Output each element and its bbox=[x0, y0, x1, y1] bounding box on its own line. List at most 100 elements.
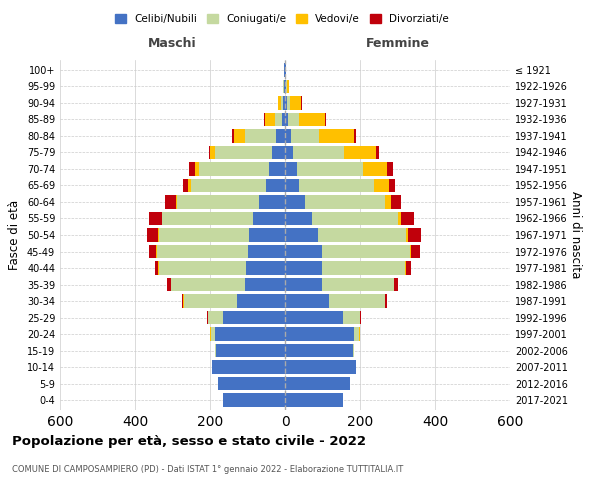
Bar bbox=[195, 162, 199, 175]
Bar bbox=[157, 245, 248, 258]
Bar bbox=[191, 179, 265, 192]
Bar bbox=[299, 179, 374, 192]
Y-axis label: Fasce di età: Fasce di età bbox=[8, 200, 21, 270]
Bar bbox=[275, 113, 282, 126]
Bar bbox=[285, 344, 353, 357]
Bar bbox=[237, 294, 285, 308]
Bar bbox=[259, 196, 285, 208]
Bar bbox=[211, 146, 215, 159]
Bar bbox=[343, 311, 360, 324]
Bar bbox=[387, 162, 392, 175]
Text: Femmine: Femmine bbox=[365, 37, 430, 50]
Bar bbox=[245, 278, 285, 291]
Bar bbox=[282, 113, 285, 126]
Bar bbox=[199, 162, 269, 175]
Bar bbox=[287, 80, 289, 93]
Bar bbox=[287, 96, 290, 110]
Bar bbox=[408, 228, 421, 241]
Bar bbox=[385, 196, 391, 208]
Bar bbox=[285, 278, 322, 291]
Bar bbox=[161, 212, 163, 225]
Bar bbox=[285, 64, 286, 76]
Bar bbox=[285, 96, 287, 110]
Bar bbox=[322, 245, 410, 258]
Bar bbox=[167, 278, 171, 291]
Bar bbox=[158, 228, 250, 241]
Y-axis label: Anni di nascita: Anni di nascita bbox=[569, 192, 582, 278]
Bar bbox=[406, 228, 408, 241]
Bar bbox=[184, 294, 237, 308]
Bar bbox=[245, 262, 285, 274]
Bar bbox=[389, 179, 395, 192]
Bar bbox=[245, 130, 275, 142]
Bar bbox=[283, 96, 285, 110]
Bar bbox=[285, 80, 286, 93]
Bar bbox=[322, 262, 405, 274]
Bar bbox=[177, 196, 259, 208]
Bar bbox=[208, 311, 223, 324]
Bar bbox=[250, 228, 285, 241]
Bar bbox=[401, 212, 415, 225]
Bar bbox=[272, 146, 285, 159]
Bar bbox=[411, 245, 421, 258]
Bar bbox=[406, 262, 412, 274]
Bar bbox=[285, 262, 322, 274]
Text: Maschi: Maschi bbox=[148, 37, 197, 50]
Bar bbox=[353, 344, 354, 357]
Bar bbox=[207, 311, 208, 324]
Bar bbox=[283, 80, 284, 93]
Bar bbox=[293, 146, 344, 159]
Bar bbox=[394, 278, 398, 291]
Bar bbox=[212, 360, 285, 374]
Bar bbox=[211, 328, 215, 340]
Bar bbox=[269, 162, 285, 175]
Text: Popolazione per età, sesso e stato civile - 2022: Popolazione per età, sesso e stato civil… bbox=[12, 435, 366, 448]
Bar bbox=[312, 212, 398, 225]
Bar bbox=[187, 179, 191, 192]
Bar bbox=[182, 294, 184, 308]
Bar bbox=[391, 196, 401, 208]
Bar bbox=[305, 196, 385, 208]
Text: COMUNE DI CAMPOSAMPIERO (PD) - Dati ISTAT 1° gennaio 2022 - Elaborazione TUTTITA: COMUNE DI CAMPOSAMPIERO (PD) - Dati ISTA… bbox=[12, 465, 403, 474]
Bar bbox=[290, 130, 319, 142]
Bar bbox=[410, 245, 411, 258]
Bar bbox=[318, 228, 406, 241]
Bar bbox=[172, 278, 245, 291]
Bar bbox=[190, 162, 195, 175]
Bar bbox=[362, 162, 387, 175]
Bar bbox=[163, 212, 253, 225]
Bar bbox=[285, 228, 318, 241]
Bar bbox=[155, 262, 158, 274]
Bar bbox=[215, 344, 285, 357]
Bar bbox=[215, 146, 272, 159]
Bar bbox=[209, 146, 211, 159]
Bar bbox=[284, 80, 285, 93]
Bar bbox=[248, 245, 285, 258]
Bar bbox=[146, 228, 158, 241]
Bar bbox=[218, 377, 285, 390]
Bar bbox=[265, 179, 285, 192]
Bar bbox=[223, 394, 285, 406]
Bar bbox=[232, 130, 233, 142]
Bar bbox=[176, 196, 177, 208]
Bar bbox=[183, 179, 187, 192]
Bar bbox=[285, 245, 322, 258]
Bar bbox=[285, 360, 355, 374]
Bar bbox=[405, 262, 406, 274]
Bar bbox=[285, 311, 343, 324]
Legend: Celibi/Nubili, Coniugati/e, Vedovi/e, Divorziati/e: Celibi/Nubili, Coniugati/e, Vedovi/e, Di… bbox=[111, 10, 453, 29]
Bar bbox=[285, 146, 293, 159]
Bar bbox=[285, 212, 312, 225]
Bar bbox=[285, 294, 329, 308]
Bar bbox=[285, 113, 288, 126]
Bar bbox=[385, 294, 387, 308]
Bar bbox=[149, 245, 156, 258]
Bar bbox=[285, 179, 299, 192]
Bar bbox=[149, 212, 161, 225]
Bar bbox=[319, 130, 355, 142]
Bar bbox=[353, 328, 359, 340]
Bar bbox=[344, 146, 376, 159]
Bar bbox=[215, 328, 285, 340]
Bar bbox=[329, 294, 385, 308]
Bar bbox=[322, 278, 394, 291]
